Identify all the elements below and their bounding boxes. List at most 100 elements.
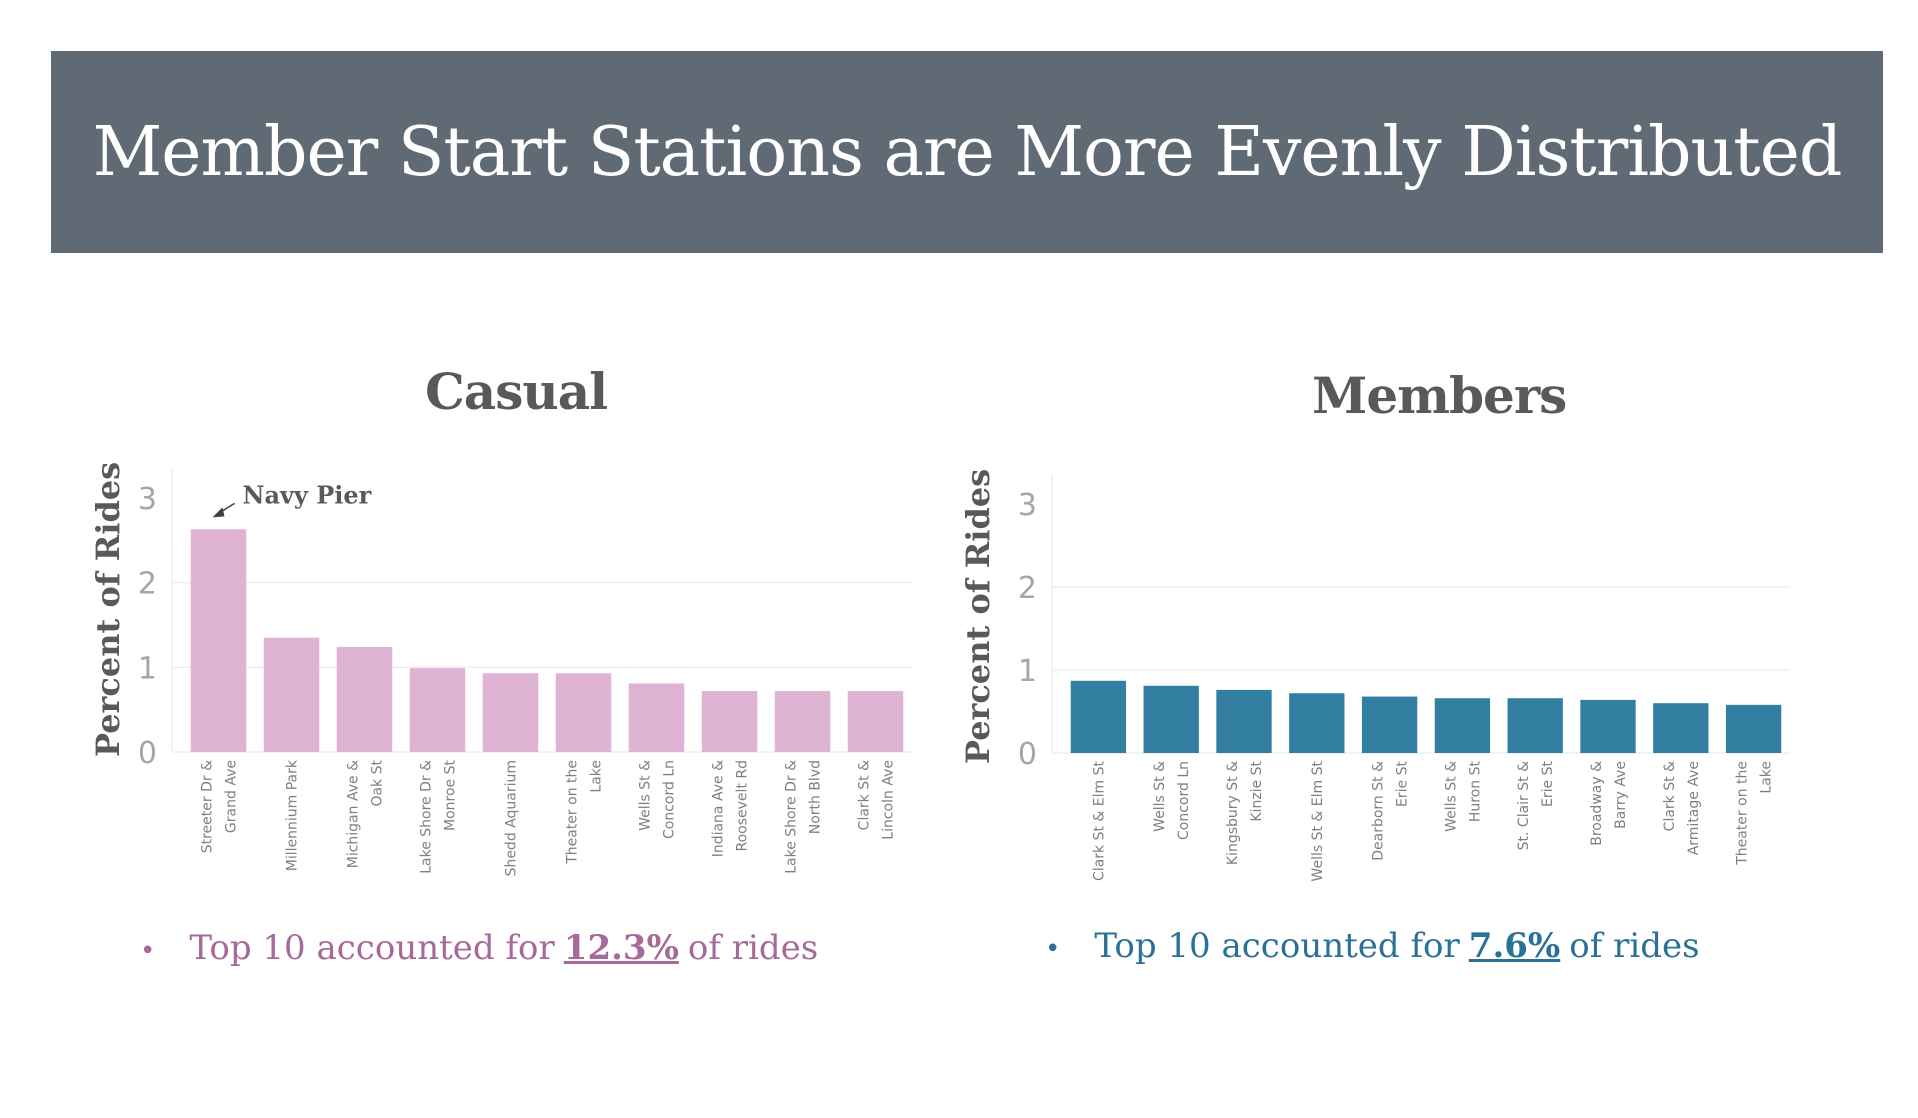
casual-bar	[190, 529, 247, 752]
casual-chart-title: Casual	[425, 362, 608, 421]
members-note-prefix: Top 10 accounted for	[1094, 926, 1460, 966]
casual-note-bullet: •	[140, 936, 156, 966]
casual-x-category-label: Wells St & Concord Ln	[638, 760, 678, 839]
casual-annotation-label: Navy Pier	[243, 480, 372, 509]
casual-x-tick-label: Shedd Aquarium	[504, 760, 520, 876]
casual-x-tick-label: North Blvd	[808, 760, 824, 834]
casual-x-tick-label: Lake Shore Dr &	[419, 760, 435, 874]
members-bar	[1507, 698, 1563, 753]
casual-note-suffix: of rides	[687, 928, 819, 968]
casual-y-tick-label: 0	[138, 736, 157, 771]
members-x-tick-label: St. Clair St &	[1516, 761, 1532, 850]
casual-note-percent: 12.3%	[563, 928, 679, 968]
casual-x-category-label: Michigan Ave & Oak St	[346, 760, 386, 869]
casual-x-tick-label: Lake	[589, 760, 605, 793]
members-x-tick-label: Erie St	[1395, 760, 1411, 806]
casual-bar	[263, 637, 320, 752]
members-note: • Top 10 accounted for 7.6% of rides	[1045, 926, 1700, 966]
members-x-tick-label: Armitage Ave	[1686, 761, 1702, 855]
members-x-category-label: Kingsbury St & Kinzie St	[1225, 760, 1265, 865]
members-x-tick-label: Theater on the	[1735, 761, 1751, 866]
casual-y-tick-label: 2	[138, 567, 157, 602]
casual-x-category-label: Clark St & Lincoln Ave	[857, 760, 897, 840]
casual-x-tick-label: Lake Shore Dr &	[784, 760, 800, 874]
members-bar	[1289, 693, 1345, 753]
casual-x-category-label: Lake Shore Dr & Monroe St	[419, 760, 459, 874]
members-bar	[1143, 685, 1199, 753]
casual-note: • Top 10 accounted for 12.3% of rides	[140, 928, 818, 968]
casual-bar	[555, 673, 612, 752]
members-x-category-label: Clark St & Elm St	[1091, 760, 1107, 880]
members-x-category-label: Broadway & Barry Ave	[1589, 761, 1629, 846]
casual-x-tick-label: Millennium Park	[285, 759, 301, 871]
members-x-category-label: Dearborn St & Erie St	[1371, 760, 1411, 860]
members-note-bullet: •	[1045, 934, 1061, 964]
members-x-category-label: Theater on the Lake	[1735, 761, 1775, 866]
casual-bar	[847, 691, 904, 752]
members-bar	[1580, 699, 1636, 753]
members-x-category-label: Wells St & Elm St	[1310, 761, 1326, 882]
members-x-tick-label: Wells St &	[1443, 761, 1459, 832]
members-x-tick-label: Lake	[1759, 761, 1775, 794]
members-y-tick-label: 3	[1018, 488, 1037, 523]
casual-note-prefix: Top 10 accounted for	[189, 928, 555, 968]
members-x-tick-label: Erie St	[1540, 760, 1556, 806]
members-x-tick-label: Wells St & Elm St	[1310, 761, 1326, 882]
members-bar	[1070, 680, 1127, 753]
casual-bar	[774, 691, 831, 752]
members-x-category-label: Wells St & Huron St	[1443, 761, 1483, 832]
casual-bar	[482, 673, 539, 752]
members-x-category-label: Clark St & Armitage Ave	[1662, 761, 1702, 855]
members-bar	[1434, 698, 1491, 753]
casual-x-category-label: Shedd Aquarium	[504, 760, 520, 876]
members-x-tick-label: Broadway &	[1589, 761, 1605, 846]
members-bar	[1653, 703, 1709, 753]
casual-x-category-label: Streeter Dr & Grand Ave	[200, 760, 240, 853]
members-x-tick-label: Huron St	[1467, 761, 1483, 823]
members-note-percent: 7.6%	[1468, 926, 1561, 966]
members-chart-title: Members	[1312, 366, 1567, 425]
casual-x-tick-label: Roosevelt Rd	[735, 760, 751, 851]
members-x-category-label: Wells St & Concord Ln	[1152, 761, 1192, 840]
casual-x-category-label: Theater on the Lake	[565, 760, 605, 865]
members-bar	[1725, 704, 1782, 753]
members-x-tick-label: Kingsbury St &	[1225, 761, 1241, 865]
slide-title: Member Start Stations are More Evenly Di…	[92, 112, 1843, 192]
casual-x-tick-label: Clark St &	[857, 760, 873, 830]
members-x-tick-label: Concord Ln	[1176, 761, 1192, 840]
casual-x-category-label: Lake Shore Dr & North Blvd	[784, 760, 824, 874]
casual-bar	[628, 683, 685, 752]
casual-bar	[336, 647, 393, 752]
members-y-tick-label: 2	[1018, 571, 1037, 606]
casual-x-tick-label: Grand Ave	[224, 760, 240, 833]
casual-bar	[409, 668, 466, 752]
casual-x-tick-label: Streeter Dr &	[200, 760, 216, 853]
members-bar	[1216, 689, 1272, 753]
members-y-tick-label: 1	[1018, 654, 1037, 689]
members-note-suffix: of rides	[1569, 926, 1700, 966]
members-x-tick-label: Barry Ave	[1613, 761, 1629, 829]
members-x-tick-label: Wells St &	[1152, 761, 1168, 832]
casual-bar	[701, 691, 758, 752]
casual-y-tick-label: 3	[138, 482, 157, 517]
members-x-tick-label: Clark St & Elm St	[1091, 760, 1107, 880]
casual-x-tick-label: Indiana Ave &	[711, 760, 727, 857]
members-x-tick-label: Dearborn St &	[1371, 761, 1387, 861]
casual-x-category-label: Indiana Ave & Roosevelt Rd	[711, 760, 751, 857]
casual-x-tick-label: Oak St	[370, 760, 386, 807]
casual-x-tick-label: Michigan Ave &	[346, 760, 362, 868]
casual-x-tick-label: Concord Ln	[662, 760, 678, 839]
members-y-tick-label: 0	[1018, 737, 1037, 772]
members-x-category-label: St. Clair St & Erie St	[1516, 760, 1556, 850]
members-x-tick-label: Kinzie St	[1249, 760, 1265, 821]
members-x-tick-label: Clark St &	[1662, 761, 1678, 831]
casual-x-tick-label: Wells St &	[638, 760, 654, 831]
casual-x-tick-label: Monroe St	[443, 760, 459, 831]
members-bar	[1361, 696, 1418, 753]
casual-x-tick-label: Lincoln Ave	[881, 760, 897, 840]
casual-y-tick-label: 1	[138, 651, 157, 686]
casual-annotation-arrow-head	[212, 507, 225, 518]
title-banner: Member Start Stations are More Evenly Di…	[51, 51, 1883, 253]
